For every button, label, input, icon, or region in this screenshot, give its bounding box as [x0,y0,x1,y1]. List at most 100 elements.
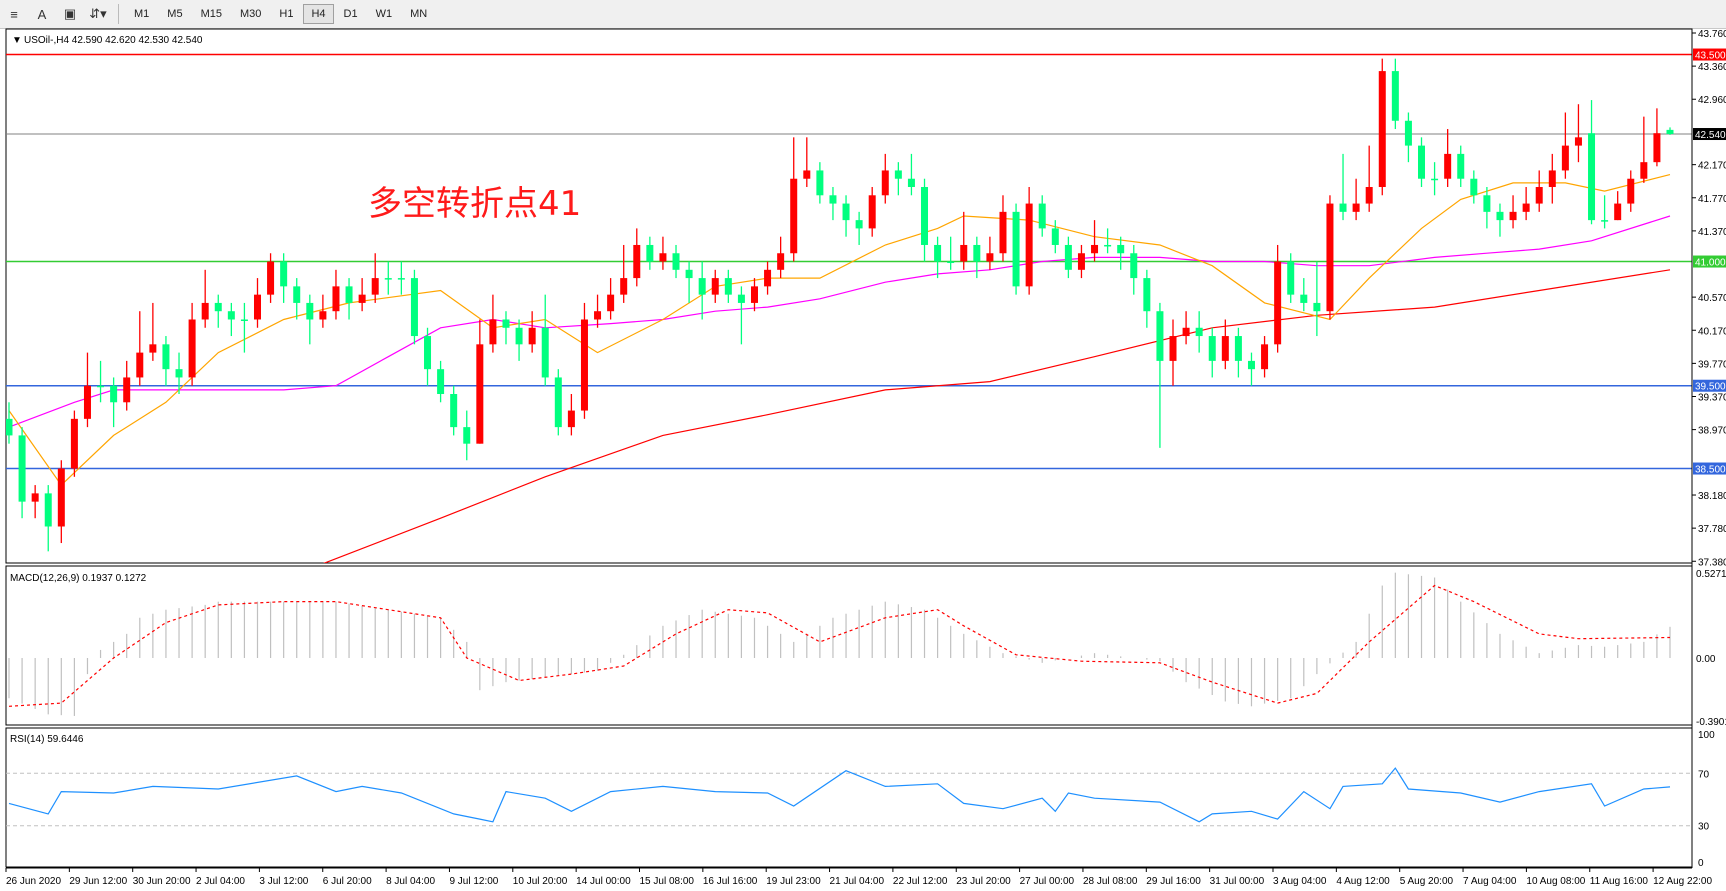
candle [1496,203,1504,237]
candle [437,360,445,403]
candle-body [1365,187,1373,204]
candle [1313,261,1321,337]
price-tick-label: 42.960 [1698,95,1726,106]
candle [97,360,105,403]
candle [803,137,811,188]
candle-body [907,178,915,188]
candle-body [934,244,942,262]
macd-tick-label: 0.5271 [1696,569,1726,580]
candle-body [437,369,445,395]
candle [528,311,536,353]
candle [227,302,235,337]
macd-title: MACD(12,26,9) 0.1937 0.1272 [10,573,147,584]
candle-body [764,269,772,287]
time-label: 29 Jun 12:00 [69,876,127,887]
candle-body [1653,133,1661,163]
candle-body [1064,244,1072,270]
candle-body [240,319,248,321]
time-label: 6 Jul 20:00 [323,876,372,887]
text-icon[interactable]: A [37,6,47,22]
candle [214,294,222,328]
macd-tick-label: -0.3901 [1696,717,1726,728]
timeframe-m5[interactable]: M5 [167,8,183,20]
timeframe-mn[interactable]: MN [410,8,428,20]
candle-body [293,286,301,303]
candle [999,195,1007,262]
candle-body [280,261,288,287]
candle-body [1287,261,1295,295]
candle-body [1182,327,1190,337]
candle-body [1104,244,1112,247]
candle [1561,112,1569,179]
candle [1391,58,1399,130]
candle-body [580,319,588,411]
candle [70,410,78,477]
candle [188,302,196,386]
candle [489,294,497,353]
price-tick-label: 38.180 [1698,491,1726,502]
candle-body [214,302,222,312]
candle [110,377,118,428]
timeframe-h1[interactable]: H1 [279,8,294,20]
candle-body [1313,302,1321,312]
candle [594,294,602,328]
candle-body [110,385,118,403]
current-price-bg [1693,128,1726,141]
candle-body [803,170,811,179]
candle [711,269,719,303]
candle [1378,58,1386,196]
level-label-bg [1693,255,1726,268]
candle-body [332,286,340,312]
candle [306,294,314,345]
candle-body [1221,336,1229,361]
candle-body [1522,203,1530,212]
candle [1470,170,1478,204]
candle [123,360,131,411]
price-tick-label: 40.570 [1698,293,1726,304]
candle [476,319,484,444]
candle [515,319,523,361]
rsi-tick-label: 70 [1698,769,1710,780]
candle-body [1195,327,1203,337]
candle-body [633,244,641,279]
price-chart[interactable]: 43.760 43.360 42.960 42.170 41.770 41.370 40.5… [0,28,1726,891]
candle [541,294,549,386]
macd-tick-label: 0.00 [1696,654,1716,665]
candle [136,311,144,386]
candle-body [1274,261,1282,345]
timeframe-h4[interactable]: H4 [303,4,334,24]
candle-body [1378,71,1386,188]
candle [175,352,183,395]
candle [659,236,667,270]
ma-mid-line [8,215,1671,428]
fibonacci-icon[interactable]: ≡ [10,6,18,22]
timeframe-m30[interactable]: M30 [239,8,262,20]
level-label: 41.000 [1695,258,1726,269]
candle-body [1130,253,1138,279]
candle [646,236,654,270]
candle [672,244,680,279]
candle [1130,244,1138,295]
timeframe-d1[interactable]: D1 [343,8,358,20]
candle [384,261,392,295]
candle-body [986,253,994,262]
candle-body [1143,278,1151,312]
time-label: 28 Jul 08:00 [1083,876,1138,887]
text-label-icon[interactable]: ▣ [63,6,77,21]
candle [1208,327,1216,378]
candle-body [1601,220,1609,222]
level-label-bg [1693,48,1726,61]
timeframe-m15[interactable]: M15 [200,8,222,20]
symbol-dropdown-icon[interactable]: ▼ [12,35,22,46]
arrows-icon[interactable]: ⇵▾ [89,6,107,21]
candle [1247,352,1255,386]
candle-body [201,302,209,320]
candle [149,302,157,361]
price-tick-label: 38.970 [1698,426,1726,437]
candle [1025,187,1033,295]
candle-body [1640,162,1648,179]
time-label: 30 Jun 20:00 [133,876,191,887]
timeframe-m1[interactable]: M1 [134,8,150,20]
timeframe-w1[interactable]: W1 [375,8,393,20]
time-label: 27 Jul 00:00 [1020,876,1075,887]
